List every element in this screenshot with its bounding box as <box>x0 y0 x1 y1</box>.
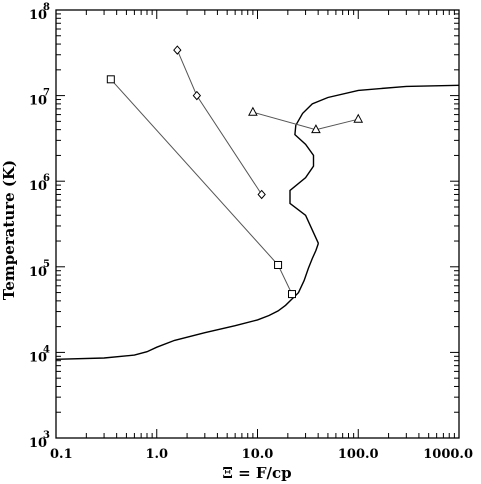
series-layer <box>106 45 364 299</box>
x-tick-label: 10.0 <box>242 447 274 462</box>
x-tick-label: 1000.0 <box>423 447 473 462</box>
triangle-marker <box>353 113 364 123</box>
y-tick-label-base: 10 <box>29 179 47 194</box>
y-tick-label-exp: 8 <box>43 2 50 13</box>
y-tick-label-exp: 5 <box>43 259 50 270</box>
triangle-marker <box>248 106 258 116</box>
y-tick-label-exp: 7 <box>43 88 50 99</box>
triangle-marker <box>311 124 321 134</box>
diamond-marker <box>173 45 182 55</box>
square-marker <box>106 75 115 84</box>
y-tick-label-base: 10 <box>29 94 47 109</box>
ticks-layer <box>55 10 459 439</box>
series-line-square <box>110 78 293 295</box>
square-marker <box>287 290 296 299</box>
y-tick-label-exp: 6 <box>43 173 50 184</box>
diamond-marker <box>192 90 202 101</box>
equilibrium-curve <box>55 84 460 360</box>
y-tick-label-base: 10 <box>29 350 47 365</box>
curve-layer <box>55 84 460 360</box>
y-tick-label-base: 10 <box>29 8 47 23</box>
series-line-triangle <box>252 111 359 131</box>
series-line-diamond <box>176 49 263 195</box>
x-tick-label: 100.0 <box>338 447 379 462</box>
x-axis-title: Ξ = F/cp <box>222 464 291 482</box>
diamond-marker <box>257 189 266 200</box>
x-tick-label: 0.1 <box>50 447 73 462</box>
y-tick-label-base: 10 <box>29 436 47 451</box>
y-tick-label-exp: 4 <box>43 344 50 355</box>
y-tick-label-base: 10 <box>29 265 47 280</box>
square-marker <box>274 260 283 269</box>
y-tick-label-exp: 3 <box>43 430 50 441</box>
x-tick-label: 1.0 <box>145 447 168 462</box>
plot-frame <box>55 9 460 439</box>
y-axis-title: Temperature (K) <box>0 160 18 300</box>
